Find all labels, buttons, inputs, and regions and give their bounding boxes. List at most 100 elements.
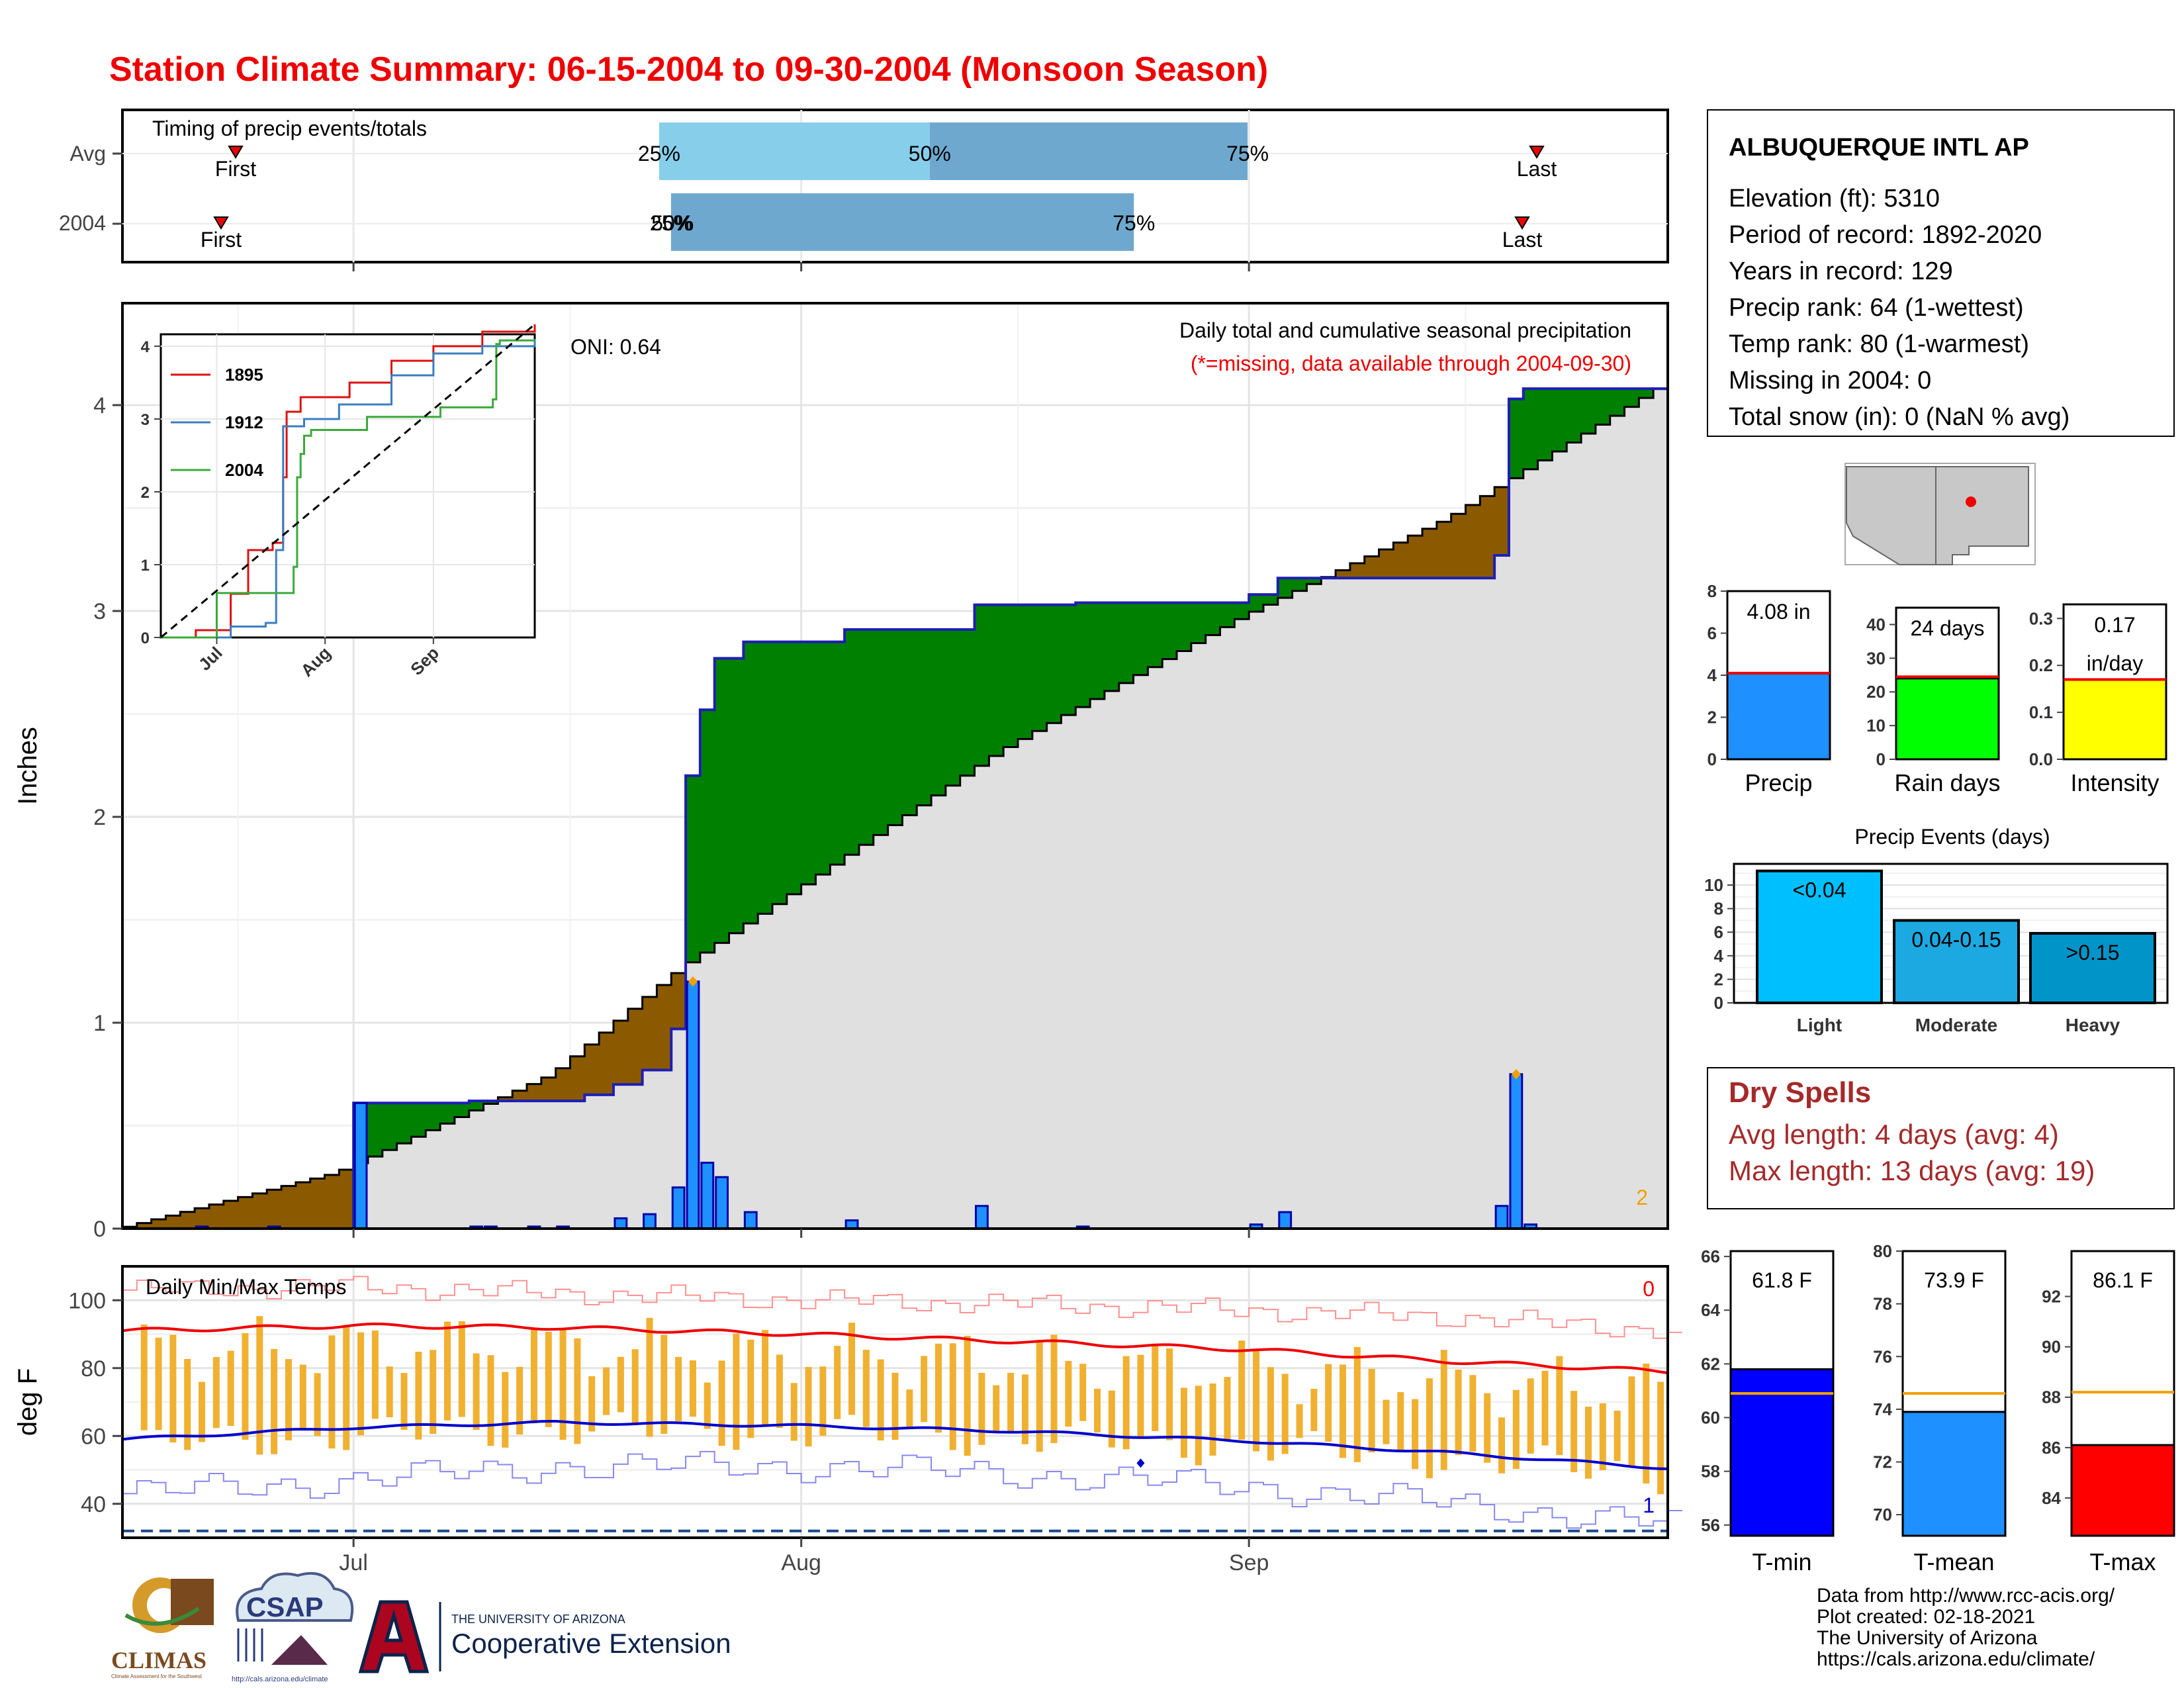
daily-temp-range-bar xyxy=(1584,1407,1592,1479)
daily-temp-range-bar xyxy=(1122,1356,1130,1450)
daily-temp-range-bar xyxy=(574,1338,581,1444)
cumulative-base-fill xyxy=(1148,667,1163,1229)
temp-bar-tick-label: 70 xyxy=(1873,1505,1892,1524)
wetter-than-average-fill xyxy=(469,1101,484,1111)
temp-bar-tick-label: 74 xyxy=(1873,1399,1892,1419)
precip-events-tick-label: 4 xyxy=(1714,946,1724,966)
wetter-than-average-fill xyxy=(1263,594,1279,605)
daily-temp-range-bar xyxy=(1484,1393,1491,1463)
drier-than-average-fill xyxy=(1336,570,1351,579)
precip-events-tick-label: 8 xyxy=(1714,899,1723,919)
cumulative-base-fill xyxy=(1494,555,1510,1229)
drier-than-average-fill xyxy=(1379,549,1394,579)
timing-panel: Timing of precip events/totals Avg 2004 … xyxy=(59,109,1669,271)
daily-temp-range-bar xyxy=(1152,1343,1159,1431)
temp-bar-tick-label: 58 xyxy=(1701,1462,1720,1481)
temp-bar-tick-label: 66 xyxy=(1701,1246,1720,1266)
cumulative-base-fill xyxy=(1220,627,1235,1229)
daily-temp-range-bar xyxy=(530,1329,537,1424)
cumulative-base-fill xyxy=(902,815,917,1229)
cumulative-base-fill xyxy=(1306,584,1322,1229)
wetter-than-average-fill xyxy=(382,1103,398,1150)
climas-logo: CLIMAS Climate Assessment for the Southw… xyxy=(111,1577,214,1679)
wetter-than-average-fill xyxy=(989,604,1004,756)
daily-temp-range-bar xyxy=(675,1356,682,1422)
daily-temp-range-bar xyxy=(314,1373,321,1436)
dry-spells-avg: Avg length: 4 days (avg: 4) xyxy=(1729,1119,2059,1150)
drier-than-average-fill xyxy=(1422,528,1437,579)
precip-panel: Inches 0 1 2 3 4 ONI: 0.64 Daily total and c… xyxy=(13,302,1669,1242)
cumulative-base-fill xyxy=(945,785,961,1229)
timing-2004-q25-label: 25% xyxy=(650,211,692,235)
daily-temp-range-bar xyxy=(140,1324,148,1430)
station-line: Total snow (in): 0 (NaN % avg) xyxy=(1729,403,2070,431)
inset-ytick-label: 2 xyxy=(141,484,150,502)
precip-events-tick-label: 6 xyxy=(1714,922,1723,942)
daily-precip-bar xyxy=(671,1186,686,1230)
daily-temp-range-bar xyxy=(242,1333,249,1440)
wetter-than-average-fill xyxy=(1639,389,1654,399)
summary-bar-value-label: 0.17 xyxy=(2094,613,2135,637)
cumulative-base-fill xyxy=(1581,434,1596,1229)
cumulative-base-fill xyxy=(1567,442,1582,1229)
daily-temp-range-bar xyxy=(371,1331,379,1419)
cumulative-base-fill xyxy=(931,795,946,1229)
summary-bar-name: Intensity xyxy=(2070,769,2159,796)
daily-record-marker xyxy=(688,976,698,987)
cumulative-base-fill xyxy=(1104,690,1120,1229)
drier-than-average-fill xyxy=(642,996,658,1070)
station-line: Elevation (ft): 5310 xyxy=(1729,185,1940,212)
drier-than-average-fill xyxy=(1480,496,1495,579)
inset-legend-label: 1895 xyxy=(225,365,263,385)
cumulative-base-fill xyxy=(469,1110,484,1229)
ua-logo-top: THE UNIVERSITY OF ARIZONA xyxy=(451,1613,625,1626)
wetter-than-average-fill xyxy=(945,629,961,786)
cumulative-base-fill xyxy=(960,775,976,1229)
daily-temp-range-bar xyxy=(343,1325,350,1450)
temp-ytick-label: 100 xyxy=(68,1288,106,1313)
daily-temp-range-bar xyxy=(169,1335,177,1443)
daily-temp-range-bar xyxy=(559,1329,567,1440)
temp-y-label: deg F xyxy=(13,1368,42,1436)
summary-bar-tick-label: 4 xyxy=(1707,665,1717,685)
cumulative-base-fill xyxy=(729,933,744,1229)
cumulative-base-fill xyxy=(1639,398,1654,1229)
climas-logo-subtext: Climate Assessment for the Southwest xyxy=(111,1673,203,1679)
wetter-than-average-fill xyxy=(440,1103,455,1124)
temp-bar-tick-label: 62 xyxy=(1701,1354,1720,1374)
daily-temp-range-bar xyxy=(1383,1399,1390,1444)
timing-avg-last-label: Last xyxy=(1517,157,1557,181)
summary-bar-tick-label: 6 xyxy=(1707,624,1717,643)
daily-temp-range-bar xyxy=(689,1360,696,1417)
temp-bar-value-label: 61.8 F xyxy=(1752,1268,1812,1292)
daily-temp-range-bar xyxy=(1599,1403,1606,1470)
dry-spells-box: Dry Spells Avg length: 4 days (avg: 4) M… xyxy=(1707,1067,2175,1209)
station-location-marker xyxy=(1966,496,1976,507)
timing-2004-last-label: Last xyxy=(1502,228,1543,252)
cumulative-base-fill xyxy=(873,835,889,1229)
cumulative-base-fill xyxy=(1234,619,1250,1229)
daily-temp-range-bar xyxy=(660,1335,668,1434)
drier-than-average-fill xyxy=(498,1097,513,1102)
cumulative-base-fill xyxy=(1379,578,1394,1229)
wetter-than-average-fill xyxy=(1191,602,1206,643)
daily-temp-range-bar xyxy=(1238,1340,1246,1440)
daily-temp-range-bar xyxy=(1397,1392,1404,1452)
drier-than-average-fill xyxy=(541,1077,557,1102)
daily-temp-range-bar xyxy=(1065,1360,1072,1427)
summary-bar-tick-label: 0.3 xyxy=(2029,608,2053,628)
cumulative-base-fill xyxy=(411,1137,426,1229)
drier-than-average-fill xyxy=(627,1008,643,1085)
daily-temp-range-bar xyxy=(458,1321,465,1417)
ua-logo-bottom: Cooperative Extension xyxy=(451,1628,731,1659)
daily-temp-range-bar xyxy=(299,1364,306,1430)
daily-precip-bar xyxy=(353,1102,368,1230)
daily-temp-range-bar xyxy=(1541,1370,1549,1446)
dry-spells-title: Dry Spells xyxy=(1729,1076,1871,1109)
summary-bar-tick-label: 20 xyxy=(1866,682,1886,702)
daily-temp-range-bar xyxy=(184,1358,191,1450)
daily-temp-range-bar xyxy=(949,1343,956,1450)
oni-label: ONI: 0.64 xyxy=(570,335,661,359)
precip-events-bar xyxy=(1893,919,2020,1004)
station-line: Period of record: 1892-2020 xyxy=(1729,221,2042,249)
